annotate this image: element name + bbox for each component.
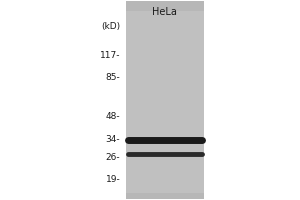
Bar [126,193,203,199]
Text: 26-: 26- [106,153,120,162]
Text: 19-: 19- [106,175,120,184]
Bar [126,1,203,11]
Text: 85-: 85- [106,73,120,82]
Text: 117-: 117- [100,51,120,60]
Bar [126,1,203,199]
Text: (kD): (kD) [101,22,120,31]
Text: HeLa: HeLa [152,7,177,17]
Text: 34-: 34- [106,135,120,144]
Text: 48-: 48- [106,112,120,121]
